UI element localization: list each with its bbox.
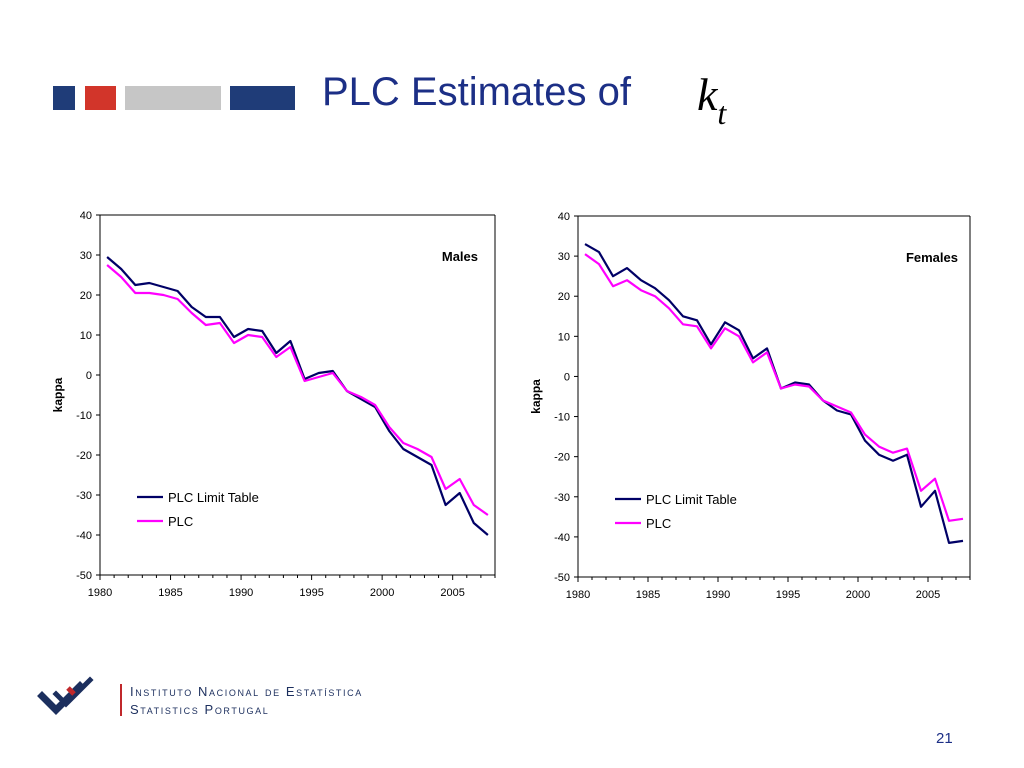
y-tick-label: -20 <box>554 452 570 464</box>
decor-bar-blue <box>230 86 295 110</box>
males-chart: 40 30 20 10 0 -10 -20 -30 -40 -50 1980 1985 1990 1995… <box>51 210 496 599</box>
x-tick-label: 2000 <box>370 587 394 599</box>
x-tick-label: 1980 <box>566 589 590 601</box>
math-base: k <box>697 69 718 120</box>
legend-label: PLC <box>646 516 671 531</box>
logo-line-1: Instituto Nacional de Estatística <box>130 684 363 699</box>
decor-square-1 <box>53 86 75 110</box>
series-line-plc-limit-table <box>584 243 964 544</box>
y-tick-label: 40 <box>80 210 92 222</box>
y-tick-label: -20 <box>76 450 92 462</box>
y-tick-label: 0 <box>564 371 570 383</box>
y-tick-label: -40 <box>76 530 92 542</box>
y-tick-label: 0 <box>86 370 92 382</box>
slide-title-math: kt <box>697 69 726 130</box>
x-tick-label: 2005 <box>916 589 940 601</box>
x-tick-label: 2000 <box>846 589 870 601</box>
series-line-plc <box>584 253 964 522</box>
series-line-plc <box>106 264 489 516</box>
page-number: 21 <box>936 730 953 747</box>
y-tick-label: -50 <box>554 572 570 584</box>
y-tick-label: 40 <box>558 211 570 223</box>
y-axis-label: kappa <box>529 379 543 414</box>
x-tick-label: 1990 <box>229 587 253 599</box>
y-tick-label: 20 <box>558 291 570 303</box>
legend-label: PLC Limit Table <box>646 492 737 507</box>
x-tick-label: 1995 <box>776 589 800 601</box>
x-tick-label: 1990 <box>706 589 730 601</box>
decor-square-2 <box>85 86 116 110</box>
chart-title: Males <box>442 249 478 264</box>
chart-title: Females <box>906 250 958 265</box>
ine-logo-mark <box>37 676 94 715</box>
y-axis-label: kappa <box>51 377 65 412</box>
series-line-plc-limit-table <box>106 256 489 536</box>
logo-line-2: Statistics Portugal <box>130 702 270 717</box>
decor-bar-gray <box>125 86 221 110</box>
y-tick-label: -50 <box>76 570 92 582</box>
y-tick-label: -40 <box>554 532 570 544</box>
y-tick-label: 10 <box>558 331 570 343</box>
y-tick-label: 30 <box>558 251 570 263</box>
y-tick-label: -30 <box>76 490 92 502</box>
x-tick-label: 1995 <box>299 587 323 599</box>
x-tick-label: 1980 <box>88 587 112 599</box>
females-chart: 40 30 20 10 0 -10 -20 -30 -40 -50 1980 1985 1990 1995… <box>529 211 971 601</box>
y-tick-label: -30 <box>554 492 570 504</box>
slide-title: PLC Estimates of <box>322 70 632 114</box>
y-tick-label: -10 <box>76 410 92 422</box>
y-tick-label: 10 <box>80 330 92 342</box>
y-tick-label: 20 <box>80 290 92 302</box>
x-tick-label: 1985 <box>158 587 182 599</box>
ine-logo: Instituto Nacional de Estatística Statis… <box>28 672 480 724</box>
y-tick-label: 30 <box>80 250 92 262</box>
x-tick-label: 2005 <box>440 587 464 599</box>
logo-divider <box>120 684 122 716</box>
legend-label: PLC Limit Table <box>168 490 259 505</box>
x-tick-label: 1985 <box>636 589 660 601</box>
math-subscript: t <box>717 95 727 131</box>
legend-label: PLC <box>168 514 193 529</box>
y-tick-label: -10 <box>554 412 570 424</box>
